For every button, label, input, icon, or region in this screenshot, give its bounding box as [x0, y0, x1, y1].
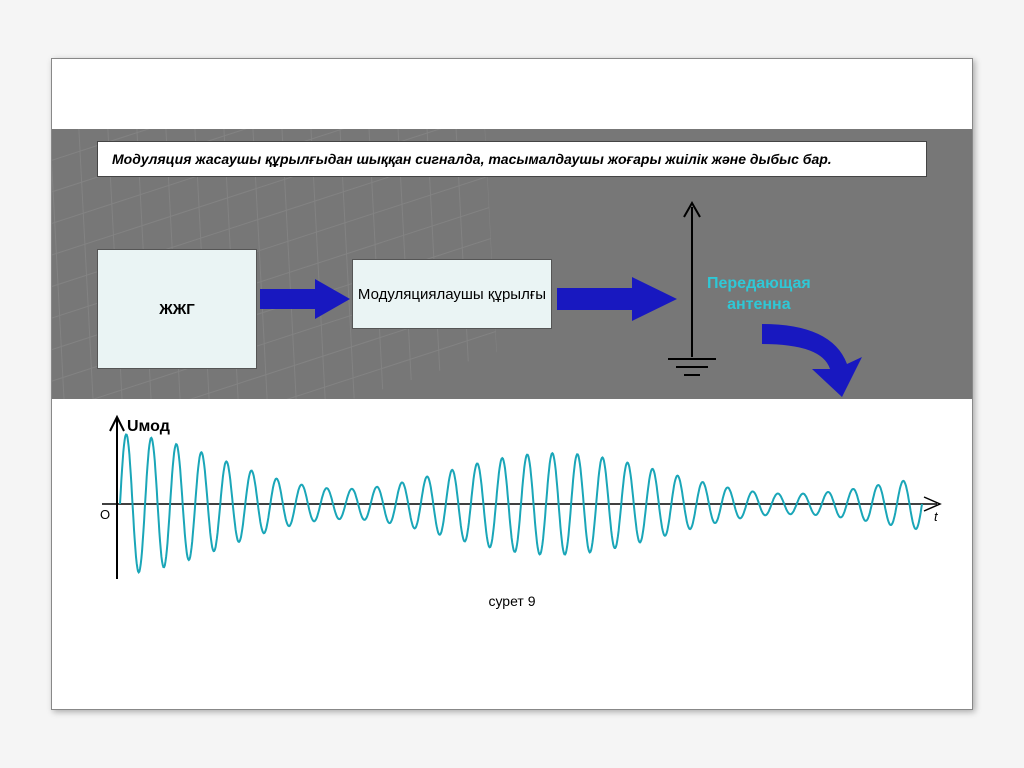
antenna-label-line1: Передающая [707, 275, 811, 292]
svg-text:O: O [100, 507, 110, 522]
arrow-1 [260, 279, 350, 319]
bottom-padding [52, 639, 972, 709]
caption-box: Модуляция жасаушы құрылғыдан шыққан сигн… [97, 141, 927, 177]
caption-text: Модуляция жасаушы құрылғыдан шыққан сигн… [112, 151, 832, 167]
block-modulator-label: Модуляциялаушы құрылғы [358, 286, 546, 303]
modulated-wave-plot: Uмод t O [72, 409, 952, 589]
antenna-label: Передающая антенна [707, 274, 811, 316]
antenna-label-line2: антенна [727, 296, 791, 313]
block-generator-label: ЖЖГ [159, 301, 195, 318]
diagram-panel: Модуляция жасаушы құрылғыдан шыққан сигн… [52, 129, 972, 399]
slide-frame: Модуляция жасаушы құрылғыдан шыққан сигн… [51, 58, 973, 710]
curved-arrow [752, 319, 892, 399]
svg-text:t: t [934, 509, 939, 524]
top-padding [52, 59, 972, 129]
block-modulator: Модуляциялаушы құрылғы [352, 259, 552, 329]
figure-label: сурет 9 [72, 593, 952, 609]
svg-text:Uмод: Uмод [127, 418, 170, 435]
block-generator: ЖЖГ [97, 249, 257, 369]
wave-panel: Uмод t O сурет 9 [52, 399, 972, 639]
